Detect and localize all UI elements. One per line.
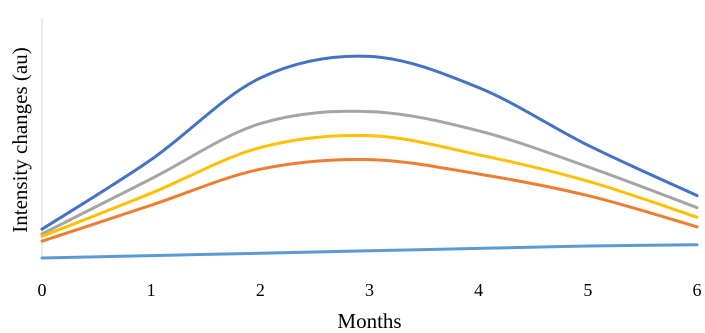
series-line-1 [40, 54, 699, 231]
x-tick-label: 6 [693, 280, 702, 300]
x-tick-label: 4 [474, 280, 483, 300]
x-tick-label: 2 [256, 280, 265, 300]
y-axis-label: Intensity changes (au) [8, 47, 32, 232]
x-tick-label: 0 [38, 280, 47, 300]
series-line-3 [40, 133, 699, 238]
series-line-2 [40, 109, 699, 236]
x-tick-label: 1 [147, 280, 156, 300]
series-line-5 [40, 243, 699, 260]
x-tick-label: 3 [365, 280, 374, 300]
x-tick-label: 5 [583, 280, 592, 300]
x-tick-labels: 0 1 2 3 4 5 6 [38, 280, 702, 300]
x-axis-label: Months [337, 309, 401, 333]
series-line-4 [40, 157, 699, 243]
series-layer [40, 54, 699, 260]
